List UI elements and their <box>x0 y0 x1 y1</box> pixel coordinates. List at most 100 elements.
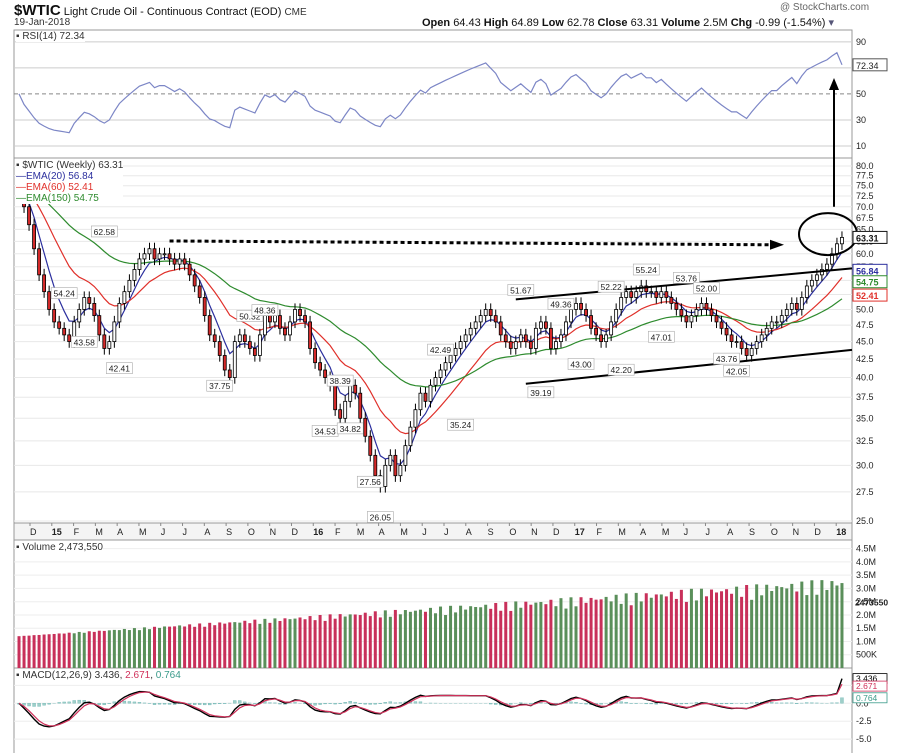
candle-body <box>594 327 598 336</box>
annotation-box <box>70 336 98 348</box>
volume-bar <box>840 583 844 668</box>
rsi-collapse-icon[interactable]: ▪ <box>16 31 20 42</box>
candle-body <box>333 384 338 411</box>
annotation-label: 42.41 <box>109 364 131 374</box>
price-tag-text: 54.75 <box>856 278 879 288</box>
candle-body <box>528 341 533 349</box>
annotation-label: 43.00 <box>570 359 592 369</box>
symbol: $WTIC <box>14 2 61 19</box>
candle-body <box>719 321 724 329</box>
candle-body <box>488 309 493 317</box>
macd-histogram-bar <box>57 702 61 704</box>
macd-histogram-bar <box>102 703 106 706</box>
volume-bar <box>755 584 759 668</box>
volume-bar <box>403 610 407 668</box>
candle-body <box>303 315 307 323</box>
candle-body <box>393 454 398 477</box>
annotation-label: 42.05 <box>726 366 748 376</box>
volume-bar <box>47 634 51 668</box>
price-tag-box <box>852 288 888 302</box>
candle-body <box>247 341 252 349</box>
annotation-box <box>632 263 660 276</box>
annotation-box <box>567 358 595 370</box>
volume-bar <box>62 633 66 668</box>
macd-histogram-bar <box>132 701 137 704</box>
candle-body <box>664 291 669 298</box>
candle-body <box>508 341 513 349</box>
candle-body <box>177 258 182 265</box>
x-tick-label: D <box>291 527 298 537</box>
volume-bars <box>17 580 844 668</box>
volume-bar <box>745 585 749 668</box>
macd-histogram-bar <box>333 703 337 705</box>
macd-histogram-bar <box>413 701 418 704</box>
price-tick-label: 72.5 <box>856 191 874 201</box>
x-tick-label: S <box>749 527 755 537</box>
volume-collapse-icon[interactable]: ▪ <box>16 542 20 553</box>
rsi-label: ▪ RSI(14) 72.34 <box>16 31 85 42</box>
price-tag-box <box>852 275 888 289</box>
x-tick-label: A <box>117 527 123 537</box>
candle-body <box>689 315 694 323</box>
macd-histogram-bar <box>714 703 719 705</box>
volume-bar <box>213 625 217 668</box>
candle-body <box>57 321 62 329</box>
volume-bar <box>363 612 367 668</box>
price-legend-title: ▪ $WTIC (Weekly) 63.31 <box>16 160 123 171</box>
macd-histogram-bar <box>684 703 689 705</box>
annotation-label: 42.49 <box>430 345 452 355</box>
volume-bar <box>333 618 337 668</box>
candle-body <box>448 355 453 364</box>
open-value: 64.43 <box>453 17 481 29</box>
volume-bar <box>469 606 473 668</box>
annotation-label: 52.22 <box>600 282 622 292</box>
macd-histogram-bar <box>749 702 754 704</box>
macd-label: ▪ MACD(12,26,9) 3.436, 2.671, 0.764 <box>16 670 181 681</box>
macd-histogram-bar <box>42 703 46 706</box>
volume-bar <box>228 622 232 668</box>
candle-body <box>32 224 36 250</box>
volume-bar <box>459 605 463 668</box>
price-collapse-icon[interactable]: ▪ <box>16 160 20 171</box>
candle-body <box>268 315 272 323</box>
candle-body <box>423 392 428 402</box>
annotation-label: 42.20 <box>611 365 633 375</box>
x-tick-label: D <box>553 527 560 537</box>
volume-bar <box>173 626 177 668</box>
x-tick-label: D <box>30 527 37 537</box>
annotation-box <box>236 310 264 322</box>
candle-body <box>704 303 709 310</box>
macd-histogram-bar <box>32 703 36 707</box>
price-tag-text: 56.84 <box>856 266 879 276</box>
macd-histogram-bar <box>47 703 51 705</box>
annotation-label: 54.24 <box>54 289 76 299</box>
volume-bar <box>529 604 533 668</box>
candle-body <box>47 291 52 310</box>
macd-collapse-icon[interactable]: ▪ <box>16 670 20 681</box>
volume-bar <box>574 606 578 668</box>
volume-bar <box>158 627 162 668</box>
annotation-label: 38.39 <box>330 376 352 386</box>
volume-label: Volume <box>661 17 701 29</box>
volume-bar <box>629 605 633 668</box>
candle-body <box>137 258 142 270</box>
volume-bar <box>112 629 116 668</box>
candle-body <box>659 291 664 298</box>
volume-tick-label: 2.0M <box>856 610 876 620</box>
volume-bar <box>147 629 151 668</box>
candle-body <box>222 355 227 371</box>
x-tick-label: J <box>161 527 166 537</box>
dropdown-icon[interactable]: ▾ <box>828 17 835 29</box>
volume-bar <box>122 628 126 668</box>
candle-body <box>599 334 604 343</box>
volume-bar <box>37 634 41 668</box>
price-tick-label: 67.5 <box>856 213 874 223</box>
candle-body <box>162 253 167 256</box>
macd-histogram-bar <box>509 703 513 705</box>
volume-bar <box>308 616 312 668</box>
candle-body <box>288 321 292 336</box>
x-tick-label: 17 <box>575 527 585 537</box>
candle-body <box>498 321 503 336</box>
macd-histogram-bar <box>203 703 207 706</box>
x-tick-label: D <box>814 527 821 537</box>
